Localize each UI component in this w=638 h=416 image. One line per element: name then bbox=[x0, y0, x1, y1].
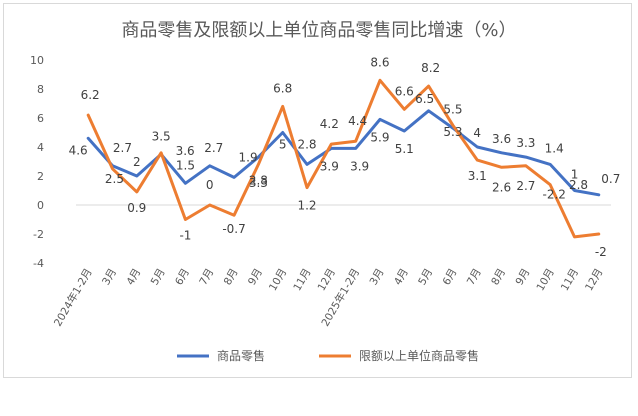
data-label-retail: 3.5 bbox=[152, 129, 171, 143]
x-axis: 2024年1-2月 3月 4月 5月 6月 7月 8月 9月 10月 11月 12月2025年1-2… bbox=[51, 266, 605, 329]
data-label-above-limit: 3.6 bbox=[176, 144, 195, 158]
data-label-retail: 3.9 bbox=[350, 159, 369, 173]
data-label-retail: 5.3 bbox=[443, 125, 462, 139]
data-label-above-limit: 0 bbox=[206, 178, 214, 192]
data-label-above-limit: 2.7 bbox=[516, 179, 535, 193]
x-tick-label: 10月 bbox=[534, 267, 556, 294]
x-tick-label: 9月 bbox=[513, 267, 532, 288]
data-label-retail: 1.4 bbox=[545, 141, 564, 155]
data-label-above-limit: 6.2 bbox=[81, 88, 100, 102]
y-tick-label: 8 bbox=[37, 83, 44, 96]
x-tick-label: 3月 bbox=[368, 267, 387, 288]
x-tick-label: 2024年1-2月 bbox=[51, 266, 95, 329]
data-label-retail: 1.5 bbox=[176, 158, 195, 172]
y-axis: -4 -2 0 2 4 6 8 10 bbox=[30, 54, 44, 270]
data-label-above-limit: 8.6 bbox=[370, 55, 389, 69]
x-tick-label: 5月 bbox=[416, 267, 435, 288]
x-tick-label: 10月 bbox=[267, 267, 289, 294]
x-tick-label: 5月 bbox=[149, 267, 168, 288]
chart-frame bbox=[3, 3, 632, 378]
x-tick-label: 7月 bbox=[197, 267, 216, 288]
data-label-retail: 1.9 bbox=[239, 150, 258, 164]
y-tick-label: -4 bbox=[33, 257, 44, 270]
data-label-above-limit: -2 bbox=[595, 245, 607, 259]
x-tick-label: 11月 bbox=[291, 267, 313, 294]
data-label-retail: 2.7 bbox=[113, 141, 132, 155]
data-label-retail: 5 bbox=[279, 138, 287, 152]
data-label-above-limit: 4.4 bbox=[348, 114, 367, 128]
y-tick-label: 6 bbox=[37, 112, 44, 125]
data-label-retail: 5.9 bbox=[370, 130, 389, 144]
data-label-above-limit: 5.5 bbox=[443, 102, 462, 116]
data-label-retail: 6.5 bbox=[415, 92, 434, 106]
data-label-retail: 2.7 bbox=[204, 141, 223, 155]
data-label-retail: 3.9 bbox=[320, 159, 339, 173]
y-tick-label: -2 bbox=[33, 228, 44, 241]
data-label-retail: 3.3 bbox=[249, 176, 268, 190]
data-label-above-limit: 2.6 bbox=[492, 180, 511, 194]
data-label-above-limit: 8.2 bbox=[421, 61, 440, 75]
x-tick-label: 8月 bbox=[222, 267, 241, 288]
series-line-above-limit bbox=[86, 78, 601, 239]
series-layer bbox=[86, 78, 601, 239]
x-tick-label: 3月 bbox=[100, 267, 119, 288]
x-tick-label: 4月 bbox=[392, 267, 411, 288]
data-label-above-limit: -1 bbox=[179, 229, 191, 243]
data-labels: 4.6 2.723.51.52.71.93.35 2.83.9 3.95.95.16.… bbox=[69, 55, 621, 259]
data-label-above-limit: 2.5 bbox=[105, 172, 124, 186]
data-label-above-limit: 1.2 bbox=[297, 199, 316, 213]
x-tick-label: 6月 bbox=[441, 267, 460, 288]
legend: 商品零售 限额以上单位商品零售 bbox=[177, 348, 479, 363]
series-line-retail bbox=[86, 109, 601, 197]
data-label-above-limit: 6.6 bbox=[395, 84, 414, 98]
x-tick-label: 12月 bbox=[316, 267, 338, 294]
data-label-retail: 1 bbox=[571, 168, 579, 182]
x-tick-label: 4月 bbox=[124, 267, 143, 288]
data-label-retail: 2.8 bbox=[297, 137, 316, 151]
chart-title: 商品零售及限额以上单位商品零售同比增速（%） bbox=[121, 20, 516, 41]
data-label-above-limit: -0.7 bbox=[222, 222, 245, 236]
data-label-retail: 2 bbox=[133, 155, 141, 169]
legend-label-above-limit: 限额以上单位商品零售 bbox=[359, 348, 479, 363]
data-label-retail: 0.7 bbox=[601, 172, 620, 186]
data-label-retail: 4.6 bbox=[69, 143, 88, 157]
x-tick-label: 7月 bbox=[465, 267, 484, 288]
data-label-retail: 3.6 bbox=[492, 132, 511, 146]
x-tick-label: 6月 bbox=[173, 267, 192, 288]
data-label-above-limit: 4.2 bbox=[320, 117, 339, 131]
data-label-above-limit: -2.2 bbox=[542, 188, 565, 202]
data-label-retail: 3.3 bbox=[516, 136, 535, 150]
data-label-above-limit: 2.8 bbox=[569, 178, 588, 192]
x-tick-label: 11月 bbox=[559, 267, 581, 294]
x-tick-label: 8月 bbox=[489, 267, 508, 288]
y-tick-label: 10 bbox=[30, 54, 44, 67]
y-tick-label: 2 bbox=[37, 170, 44, 183]
data-label-above-limit: 2.8 bbox=[249, 173, 268, 187]
y-tick-label: 4 bbox=[37, 141, 44, 154]
data-label-above-limit: 6.8 bbox=[273, 81, 292, 95]
legend-label-retail: 商品零售 bbox=[217, 348, 265, 363]
data-label-above-limit: 0.9 bbox=[127, 201, 146, 215]
x-tick-label: 9月 bbox=[246, 267, 265, 288]
x-tick-label: 12月 bbox=[583, 267, 605, 294]
y-tick-label: 0 bbox=[37, 199, 44, 212]
data-label-retail: 5.1 bbox=[395, 142, 414, 156]
data-label-retail: 4 bbox=[473, 126, 481, 140]
data-label-above-limit: 3.1 bbox=[468, 169, 487, 183]
